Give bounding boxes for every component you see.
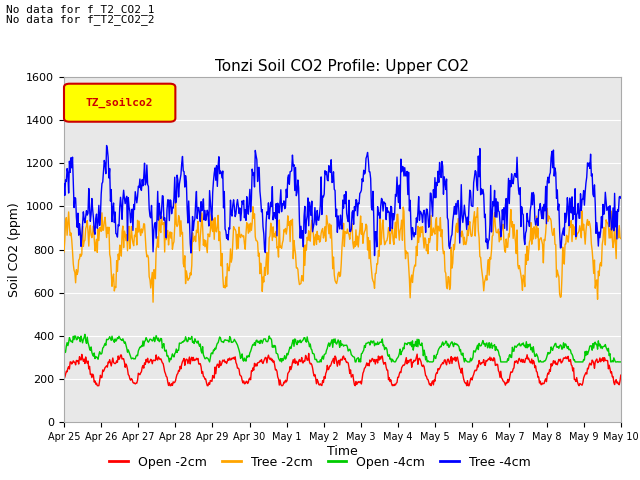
FancyBboxPatch shape — [64, 84, 175, 122]
Y-axis label: Soil CO2 (ppm): Soil CO2 (ppm) — [8, 202, 20, 297]
Text: No data for f_T2_CO2_1: No data for f_T2_CO2_1 — [6, 4, 155, 15]
Text: TZ_soilco2: TZ_soilco2 — [86, 97, 154, 108]
Legend: Open -2cm, Tree -2cm, Open -4cm, Tree -4cm: Open -2cm, Tree -2cm, Open -4cm, Tree -4… — [104, 451, 536, 474]
Title: Tonzi Soil CO2 Profile: Upper CO2: Tonzi Soil CO2 Profile: Upper CO2 — [216, 59, 469, 74]
X-axis label: Time: Time — [327, 445, 358, 458]
Text: No data for f_T2_CO2_2: No data for f_T2_CO2_2 — [6, 13, 155, 24]
